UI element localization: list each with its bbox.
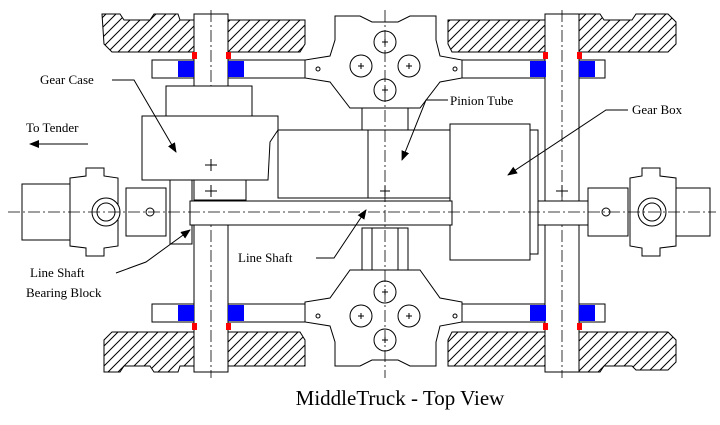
center-marks: [205, 159, 568, 197]
diagram-caption: MiddleTruck - Top View: [296, 386, 505, 410]
bolt-center-mark: [406, 63, 412, 69]
label-to-tender: To Tender: [26, 120, 79, 135]
label-line-shaft: Line Shaft: [238, 250, 293, 265]
bolt-center-mark: [358, 313, 364, 319]
pinion-tube: [277, 129, 451, 199]
label-pinion-tube: Pinion Tube: [450, 93, 513, 108]
bolt-center-mark: [358, 63, 364, 69]
bolt-center-mark: [406, 313, 412, 319]
gear-box: [449, 123, 539, 261]
label-gear-box: Gear Box: [632, 102, 683, 117]
gear-case: [141, 85, 279, 245]
leader-lines: [29, 79, 628, 274]
label-line-shaft-bearing-2: Bearing Block: [26, 285, 102, 300]
top-center-bolster: [304, 15, 463, 109]
bottom-center-bolster: [304, 269, 463, 367]
label-gear-case: Gear Case: [40, 72, 94, 87]
label-line-shaft-bearing-1: Line Shaft: [30, 265, 85, 280]
red-markers: [192, 52, 582, 330]
bearing-blocks: [178, 61, 595, 321]
